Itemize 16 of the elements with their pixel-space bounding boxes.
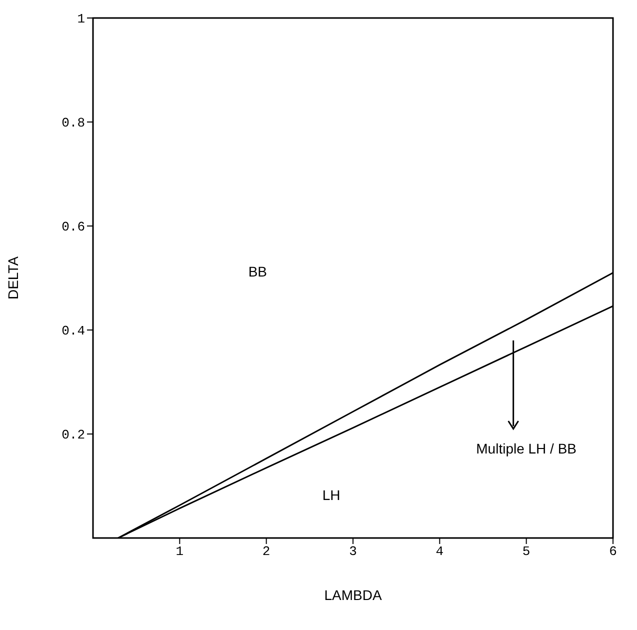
x-tick-label: 4 xyxy=(436,544,444,560)
x-axis-title: LAMBDA xyxy=(324,587,382,603)
x-tick-label: 3 xyxy=(349,544,357,560)
x-tick-label: 6 xyxy=(609,544,617,560)
annotation: Multiple LH / BB xyxy=(476,440,577,456)
y-tick-label: 0.4 xyxy=(62,324,86,339)
x-tick-label: 5 xyxy=(522,544,530,560)
y-tick-label: 0.6 xyxy=(62,220,85,235)
y-tick-label: 0.8 xyxy=(62,116,85,131)
y-tick-label: 1 xyxy=(77,12,86,27)
annotation: LH xyxy=(322,487,340,504)
annotation: BB xyxy=(248,264,268,280)
x-tick-label: 2 xyxy=(262,544,270,560)
x-tick-label: 1 xyxy=(176,544,184,560)
y-axis-title: DELTA xyxy=(4,256,21,300)
y-tick-label: 0.2 xyxy=(62,428,85,443)
